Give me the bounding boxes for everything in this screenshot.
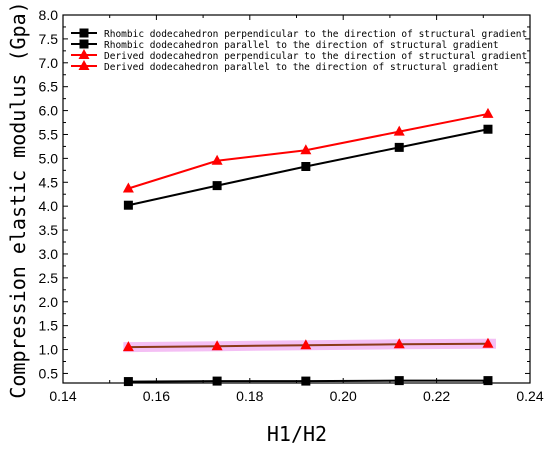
legend-marker xyxy=(79,39,89,49)
legend-label: Derived dodecahedron perpendicular to th… xyxy=(104,51,527,62)
data-point-series-4 xyxy=(393,338,405,349)
data-point-series-4 xyxy=(300,339,312,350)
data-point-series-4 xyxy=(482,337,494,348)
y-tick-label: 6.0 xyxy=(39,103,59,119)
series-layer xyxy=(122,107,494,387)
data-point-series-1 xyxy=(212,181,222,191)
data-point-series-3 xyxy=(482,107,494,118)
legend-marker xyxy=(78,49,90,59)
data-point-series-1 xyxy=(301,162,311,172)
y-tick-label: 8.0 xyxy=(39,7,59,23)
data-point-series-2 xyxy=(123,377,133,387)
data-point-series-3 xyxy=(122,182,134,193)
data-point-series-1 xyxy=(123,200,133,210)
data-point-series-4 xyxy=(211,340,223,351)
y-tick-label: 4.5 xyxy=(39,174,59,190)
y-tick-label: 1.0 xyxy=(39,342,59,358)
x-tick-label: 0.24 xyxy=(516,388,543,404)
data-point-series-2 xyxy=(301,376,311,386)
axes: 0.14 0.16 0.18 0.20 0.22 0.24 0.5 1.0 1.5 2.0 2.5 3… xyxy=(39,7,544,404)
legend-label: Rhombic dodecahedron perpendicular to th… xyxy=(104,29,527,40)
y-tick-label: 2.0 xyxy=(39,294,59,310)
x-tick-label: 0.14 xyxy=(49,388,76,404)
legend: Rhombic dodecahedron perpendicular to th… xyxy=(71,28,527,73)
y-tick-label: 5.5 xyxy=(39,126,59,142)
data-point-series-1 xyxy=(483,124,493,134)
y-tick-label: 6.5 xyxy=(39,79,59,95)
data-point-series-3 xyxy=(393,125,405,136)
data-point-series-2 xyxy=(212,376,222,386)
data-point-series-4 xyxy=(122,341,134,352)
data-point-series-1 xyxy=(394,142,404,152)
legend-marker xyxy=(78,60,90,70)
y-tick-label: 3.0 xyxy=(39,246,59,262)
x-tick-label: 0.18 xyxy=(236,388,263,404)
legend-marker xyxy=(79,28,89,38)
data-point-series-3 xyxy=(211,154,223,165)
x-tick-label: 0.22 xyxy=(423,388,450,404)
y-tick-label: 1.5 xyxy=(39,318,59,334)
legend-label: Derived dodecahedron parallel to the dir… xyxy=(104,62,499,73)
y-tick-label: 7.0 xyxy=(39,55,59,71)
x-tick-label: 0.16 xyxy=(143,388,170,404)
y-tick-label: 2.5 xyxy=(39,270,59,286)
y-tick-label: 5.0 xyxy=(39,150,59,166)
legend-label: Rhombic dodecahedron parallel to the dir… xyxy=(104,40,499,51)
data-point-series-2 xyxy=(394,376,404,386)
y-tick-label: 3.5 xyxy=(39,222,59,238)
y-tick-label: 4.0 xyxy=(39,198,59,214)
y-axis-title: Compression elastic modulus (Gpa) xyxy=(6,1,30,398)
data-point-series-3 xyxy=(300,144,312,155)
x-axis-title: H1/H2 xyxy=(267,422,327,446)
y-tick-label: 7.5 xyxy=(39,31,59,47)
y-tick-label: 0.5 xyxy=(39,365,59,381)
x-tick-label: 0.20 xyxy=(330,388,357,404)
data-point-series-2 xyxy=(483,376,493,386)
